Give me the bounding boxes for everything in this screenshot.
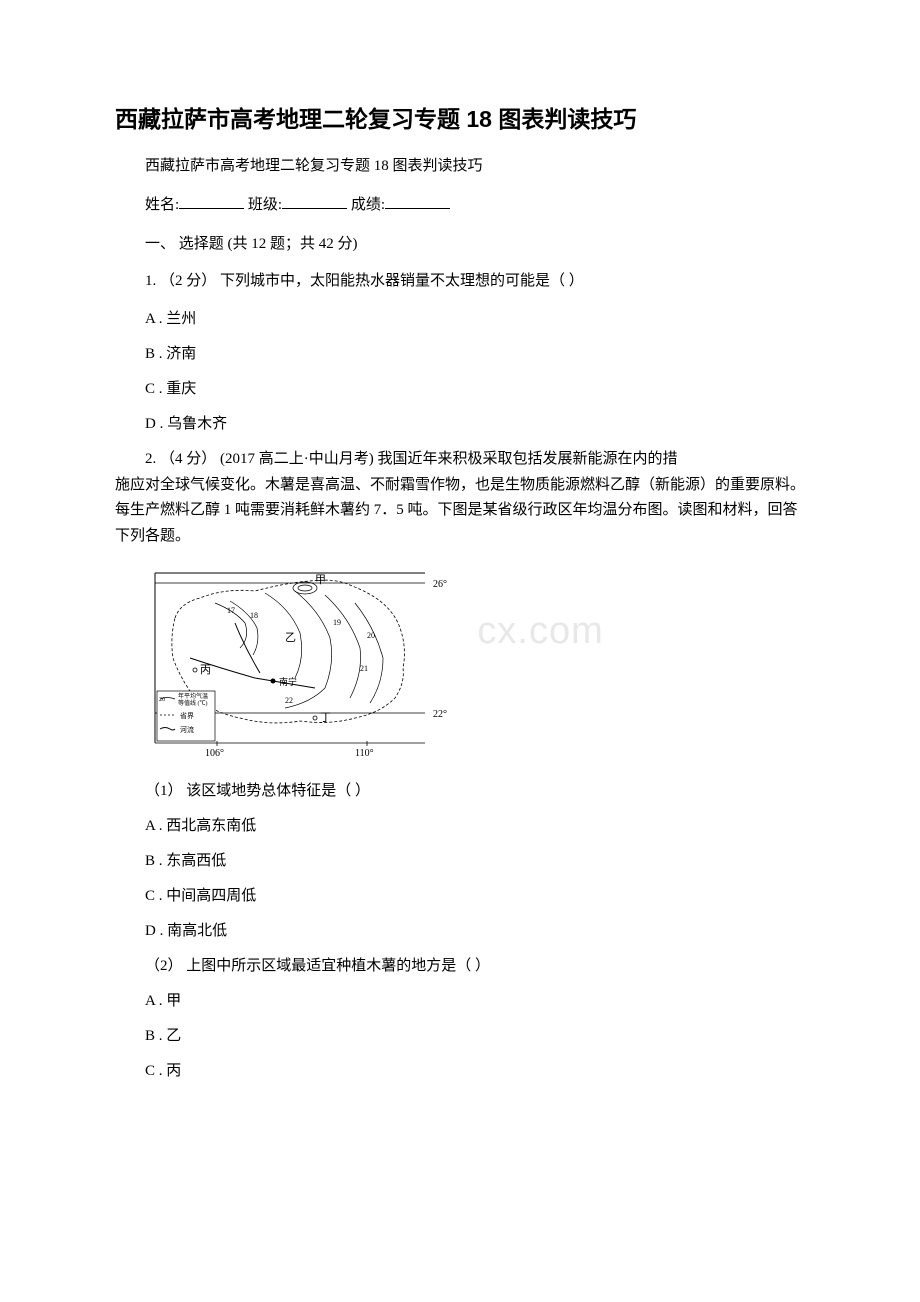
q2-figure: 26° 22° 106° 110° 17 18 19 20 21 22 甲 乙 … [145, 563, 805, 763]
q2-sub2-stem: （2） 上图中所示区域最适宜种植木薯的地方是（ ） [115, 954, 805, 975]
iso-21: 21 [360, 664, 368, 673]
iso-18: 18 [250, 611, 258, 620]
score-label: 成绩: [351, 197, 385, 213]
name-label: 姓名: [145, 197, 179, 213]
label-yi: 乙 [285, 631, 296, 644]
q2-sub2-option-c: C . 丙 [115, 1059, 805, 1080]
iso-22: 22 [285, 696, 293, 705]
lon-right: 110° [355, 748, 374, 759]
q1-option-c: C . 重庆 [115, 377, 805, 398]
q2-stem: 2. （4 分） (2017 高二上·中山月考) 我国近年来积极采取包括发展新能… [115, 447, 805, 549]
legend-line4: 河流 [180, 725, 194, 734]
iso-19: 19 [333, 618, 341, 627]
iso-17: 17 [227, 606, 235, 615]
map-svg: 26° 22° 106° 110° 17 18 19 20 21 22 甲 乙 … [145, 563, 475, 763]
lon-left: 106° [205, 748, 224, 759]
q2-stem-body: 施应对全球气候变化。木薯是喜高温、不耐霜雪作物，也是生物质能源燃料乙醇（新能源）… [115, 477, 805, 544]
label-ding: 丁 [320, 712, 331, 724]
class-blank [282, 208, 347, 209]
q2-sub1-option-d: D . 南高北低 [115, 919, 805, 940]
legend-iso-sample: 20 [159, 697, 165, 703]
q2-sub1-option-c: C . 中间高四周低 [115, 884, 805, 905]
q2-sub1-option-b: B . 东高西低 [115, 849, 805, 870]
legend-line1: 年平均气温 [178, 692, 208, 700]
name-blank [179, 208, 244, 209]
legend-line2: 等值线 (℃) [178, 699, 208, 707]
label-jia: 甲 [315, 574, 326, 586]
legend-line3: 省界 [180, 711, 194, 720]
section-header: 一、 选择题 (共 12 题；共 42 分) [115, 232, 805, 253]
label-bing: 丙 [200, 664, 211, 676]
q1-option-a: A . 兰州 [115, 307, 805, 328]
q1-option-d: D . 乌鲁木齐 [115, 412, 805, 433]
q2-sub2-option-b: B . 乙 [115, 1024, 805, 1045]
lat-top: 26° [433, 579, 447, 590]
city-nanning: 南宁 [279, 676, 297, 687]
subtitle: 西藏拉萨市高考地理二轮复习专题 18 图表判读技巧 [115, 154, 805, 175]
q2-sub2-option-a: A . 甲 [115, 989, 805, 1010]
page-title: 西藏拉萨市高考地理二轮复习专题 18 图表判读技巧 [115, 100, 805, 134]
q2-sub1-stem: （1） 该区域地势总体特征是（ ） [115, 779, 805, 800]
student-info-line: 姓名: 班级: 成绩: [115, 193, 805, 214]
q1-stem: 1. （2 分） 下列城市中，太阳能热水器销量不太理想的可能是（ ） [115, 269, 805, 293]
q2-sub1-option-a: A . 西北高东南低 [115, 814, 805, 835]
q2-stem-line1: 2. （4 分） (2017 高二上·中山月考) 我国近年来积极采取包括发展新能… [115, 447, 678, 473]
iso-20: 20 [367, 631, 375, 640]
class-label: 班级: [248, 197, 282, 213]
score-blank [385, 208, 450, 209]
lat-bottom: 22° [433, 709, 447, 720]
q1-option-b: B . 济南 [115, 342, 805, 363]
